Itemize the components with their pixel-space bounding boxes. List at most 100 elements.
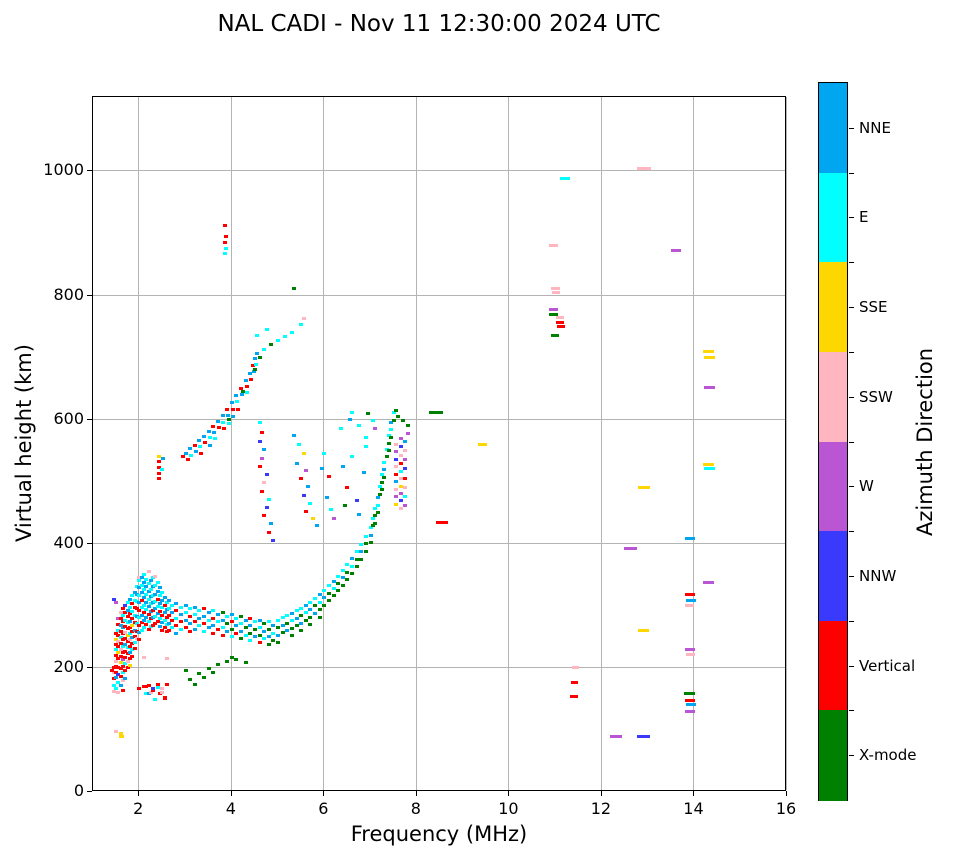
data-point xyxy=(221,420,226,424)
data-point xyxy=(183,451,188,455)
data-point xyxy=(188,447,193,451)
data-point xyxy=(162,611,167,615)
data-point xyxy=(370,516,375,520)
data-point xyxy=(326,591,331,595)
data-point xyxy=(211,609,216,613)
data-point xyxy=(403,467,408,471)
data-point xyxy=(250,364,255,368)
data-point xyxy=(116,650,121,654)
data-point xyxy=(178,613,183,617)
colorbar xyxy=(818,82,848,801)
data-point xyxy=(257,618,262,622)
data-point xyxy=(202,629,207,633)
data-point xyxy=(215,613,220,617)
data-point xyxy=(223,246,228,250)
data-point xyxy=(137,576,142,580)
data-point xyxy=(248,616,253,620)
data-point xyxy=(148,617,153,621)
data-point xyxy=(123,637,128,641)
data-point xyxy=(197,609,202,613)
data-point xyxy=(161,456,166,460)
gridline-y xyxy=(93,418,785,420)
data-point xyxy=(118,731,123,735)
data-point xyxy=(227,417,232,421)
data-point xyxy=(394,502,399,506)
data-point xyxy=(148,691,153,695)
data-point xyxy=(336,589,341,593)
data-point xyxy=(148,578,153,582)
data-point xyxy=(165,608,170,612)
data-point xyxy=(160,606,165,610)
data-point xyxy=(114,601,119,605)
data-point xyxy=(373,506,378,510)
data-point xyxy=(301,317,306,321)
data-point xyxy=(144,622,149,626)
data-point xyxy=(350,557,355,561)
data-point xyxy=(398,477,403,481)
data-point xyxy=(294,461,299,465)
data-point xyxy=(359,542,364,546)
data-point xyxy=(202,676,207,680)
data-point xyxy=(229,635,234,639)
data-point xyxy=(123,649,128,653)
data-point xyxy=(128,638,132,642)
data-point xyxy=(222,240,227,244)
data-point xyxy=(144,608,149,612)
data-point xyxy=(153,698,158,702)
data-point xyxy=(235,407,240,411)
data-point xyxy=(345,570,350,574)
data-point xyxy=(114,642,119,646)
data-point xyxy=(257,626,262,630)
data-point xyxy=(363,542,368,546)
data-point xyxy=(289,626,294,630)
data-point xyxy=(165,657,170,661)
data-point xyxy=(121,679,126,683)
data-point xyxy=(248,631,253,635)
data-point xyxy=(132,647,137,651)
data-point xyxy=(394,465,399,469)
data-point xyxy=(216,426,221,430)
data-point xyxy=(384,455,389,459)
data-point xyxy=(188,622,193,626)
colorbar-tick xyxy=(849,217,854,219)
gridline-y xyxy=(93,542,785,544)
data-point xyxy=(121,644,126,648)
data-point xyxy=(684,692,696,696)
data-point xyxy=(118,642,123,646)
data-point xyxy=(285,614,290,618)
data-point xyxy=(222,223,227,227)
colorbar-tick-label: W xyxy=(859,477,874,496)
data-point xyxy=(198,445,203,449)
colorbar-segment-sse xyxy=(819,262,847,353)
data-point xyxy=(132,598,137,602)
gridline-y xyxy=(93,170,785,172)
data-point xyxy=(208,443,213,447)
data-point xyxy=(165,683,170,687)
data-point xyxy=(271,624,276,628)
data-point xyxy=(158,586,163,590)
data-point xyxy=(269,522,274,526)
data-point xyxy=(624,546,638,550)
data-point xyxy=(276,633,281,637)
data-point xyxy=(128,663,132,667)
data-point xyxy=(239,614,244,618)
data-point xyxy=(125,666,130,670)
data-point xyxy=(111,676,116,680)
data-point xyxy=(225,614,230,618)
data-point xyxy=(118,684,123,688)
data-point xyxy=(398,436,403,440)
data-point xyxy=(702,349,714,353)
colorbar-segment-w xyxy=(819,441,847,532)
data-point xyxy=(156,465,161,469)
data-point xyxy=(280,616,285,620)
data-point xyxy=(116,622,121,626)
data-point xyxy=(155,590,160,594)
data-point xyxy=(130,654,135,658)
data-point xyxy=(271,539,276,543)
data-point xyxy=(229,620,234,624)
data-point xyxy=(130,623,135,627)
data-point xyxy=(704,356,716,360)
x-tick-label: 16 xyxy=(775,799,797,818)
data-point xyxy=(146,569,151,573)
